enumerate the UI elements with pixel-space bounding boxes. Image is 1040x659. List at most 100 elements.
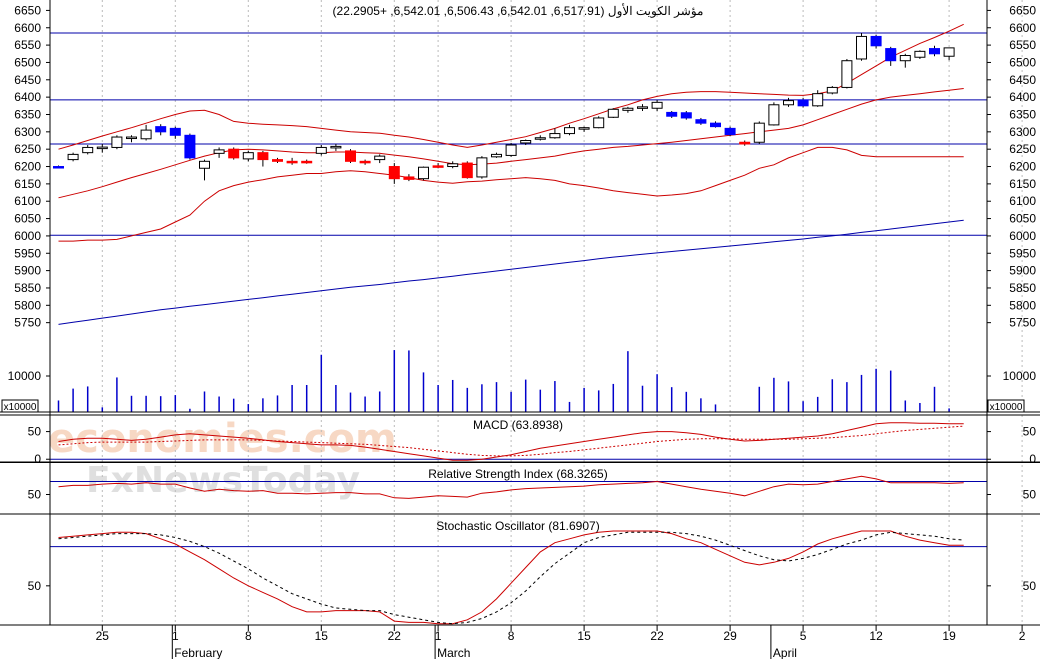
volume-unit-label-right: x10000: [990, 402, 1023, 413]
price-tick-label-right: 6150: [1009, 177, 1036, 191]
candle-body: [695, 119, 707, 124]
candle-body: [126, 136, 137, 140]
price-tick-label-right: 5750: [1009, 316, 1036, 330]
candle-body: [228, 148, 240, 159]
price-tick-label-right: 6400: [1009, 90, 1036, 104]
month-label: March: [437, 646, 470, 659]
price-tick-label-left: 5850: [14, 281, 41, 295]
price-panel-title: مؤشر الكويت الأول (6,517.91, 6,542.01, 6…: [333, 3, 704, 18]
price-tick-label-right: 6300: [1009, 125, 1036, 139]
price-tick-label-right: 6050: [1009, 212, 1036, 226]
price-tick-label-left: 6600: [14, 21, 41, 35]
volume-tick-label-right: 10000: [1003, 369, 1037, 383]
price-tick-label-left: 6300: [14, 125, 41, 139]
candle-body: [797, 99, 809, 107]
stoch-panel-title: Stochastic Oscillator (81.6907): [436, 519, 599, 533]
candle-body: [67, 153, 79, 161]
candle-body: [856, 35, 867, 60]
sma-line: [58, 219, 964, 325]
rsi-line: [58, 475, 964, 499]
candle-body: [272, 159, 283, 162]
volume-tick-label-left: 10000: [8, 369, 42, 383]
price-tick-label-right: 5850: [1009, 281, 1036, 295]
series-layer: [53, 23, 964, 625]
candle-body: [929, 48, 940, 55]
stoch-d-line: [58, 531, 964, 625]
candle-body: [140, 129, 152, 140]
x-tick-label: 29: [723, 629, 737, 643]
x-tick-label: 1: [172, 629, 179, 643]
price-tick-label-right: 5950: [1009, 246, 1036, 260]
price-tick-label-left: 6500: [14, 55, 41, 69]
bollinger-lower-line: [58, 146, 964, 242]
candle-body: [622, 107, 634, 111]
x-tick-label: 25: [96, 629, 110, 643]
x-tick-label: 22: [388, 629, 402, 643]
month-label: April: [773, 646, 797, 659]
price-tick-label-right: 5800: [1009, 298, 1036, 312]
candle-body: [286, 160, 298, 164]
candle-body: [710, 122, 721, 128]
candle-body: [111, 136, 123, 148]
candle-body: [666, 111, 678, 117]
month-label: February: [174, 646, 222, 659]
x-tick-label: 8: [508, 629, 515, 643]
volume-unit-label-left-box: [1, 399, 39, 413]
x-tick-label: 15: [577, 629, 591, 643]
price-tick-label-left: 6450: [14, 73, 41, 87]
price-tick-label-left: 6050: [14, 212, 41, 226]
candle-body: [447, 163, 459, 168]
candle-body: [257, 152, 269, 161]
x-tick-label: 5: [800, 629, 807, 643]
candle-body: [491, 153, 502, 158]
price-tick-label-right: 6100: [1009, 194, 1036, 208]
candle-body: [899, 55, 911, 62]
price-tick-label-right: 5900: [1009, 264, 1036, 278]
x-tick-label: 22: [650, 629, 664, 643]
stoch-tick-label-left: 50: [28, 579, 42, 593]
macd-tick-label-left: 0: [34, 452, 41, 466]
price-tick-label-left: 6350: [14, 107, 41, 121]
candle-body: [345, 150, 356, 162]
price-tick-label-left: 6100: [14, 194, 41, 208]
macd-line: [58, 422, 964, 461]
price-tick-label-left: 5950: [14, 246, 41, 260]
candle-body: [388, 166, 400, 180]
rsi-tick-label-left: 50: [28, 488, 42, 502]
candle-body: [753, 122, 765, 143]
candle-body: [199, 160, 210, 169]
candle-body: [593, 117, 605, 129]
macd-tick-label-left: 50: [28, 425, 42, 439]
macd-signal-line: [58, 425, 964, 457]
candle-body: [768, 104, 780, 126]
price-tick-label-left: 6000: [14, 229, 41, 243]
macd-tick-label-right: 0: [1029, 452, 1036, 466]
volume-unit-label-right-box: [987, 399, 1025, 413]
rsi-tick-label-right: 50: [1023, 488, 1037, 502]
watermark-fxnewstoday: FxNewsToday: [86, 460, 360, 501]
price-tick-label-right: 6500: [1009, 55, 1036, 69]
candle-body: [826, 86, 838, 94]
candle-body: [461, 162, 473, 179]
candle-body: [841, 60, 853, 88]
price-tick-label-right: 6250: [1009, 142, 1036, 156]
candle-body: [783, 100, 794, 106]
candle-body: [505, 144, 517, 156]
candle-body: [534, 137, 546, 140]
price-tick-label-left: 5800: [14, 298, 41, 312]
candle-body: [184, 134, 196, 159]
candle-body: [885, 48, 897, 62]
price-tick-label-left: 6250: [14, 142, 41, 156]
candle-body: [82, 146, 94, 154]
candle-body: [155, 126, 167, 133]
price-tick-label-right: 6000: [1009, 229, 1036, 243]
candle-body: [812, 93, 824, 107]
price-tick-label-right: 6600: [1009, 21, 1036, 35]
macd-tick-label-right: 50: [1023, 425, 1037, 439]
x-tick-label: 12: [869, 629, 883, 643]
candle-body: [359, 160, 371, 164]
x-tick-label: 1: [435, 629, 442, 643]
candle-body: [651, 101, 663, 109]
